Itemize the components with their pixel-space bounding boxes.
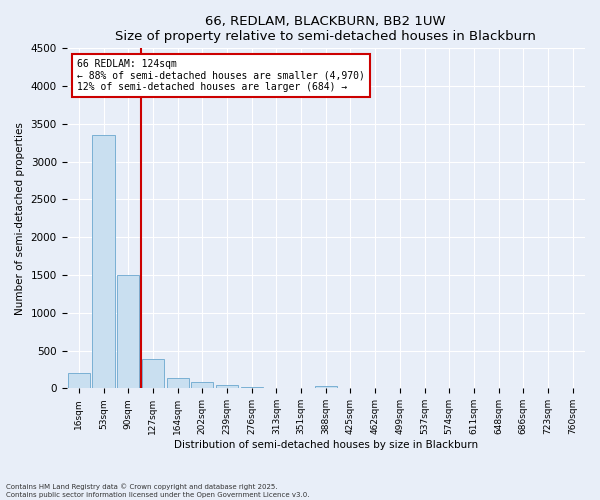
- Bar: [167, 378, 189, 388]
- Title: 66, REDLAM, BLACKBURN, BB2 1UW
Size of property relative to semi-detached houses: 66, REDLAM, BLACKBURN, BB2 1UW Size of p…: [115, 15, 536, 43]
- X-axis label: Distribution of semi-detached houses by size in Blackburn: Distribution of semi-detached houses by …: [174, 440, 478, 450]
- Bar: [142, 359, 164, 388]
- Bar: [68, 373, 90, 388]
- Bar: [92, 135, 115, 388]
- Bar: [191, 382, 214, 388]
- Bar: [216, 386, 238, 388]
- Text: Contains HM Land Registry data © Crown copyright and database right 2025.
Contai: Contains HM Land Registry data © Crown c…: [6, 484, 310, 498]
- Y-axis label: Number of semi-detached properties: Number of semi-detached properties: [15, 122, 25, 315]
- Bar: [117, 275, 139, 388]
- Bar: [314, 386, 337, 388]
- Bar: [241, 387, 263, 388]
- Text: 66 REDLAM: 124sqm
← 88% of semi-detached houses are smaller (4,970)
12% of semi-: 66 REDLAM: 124sqm ← 88% of semi-detached…: [77, 58, 365, 92]
